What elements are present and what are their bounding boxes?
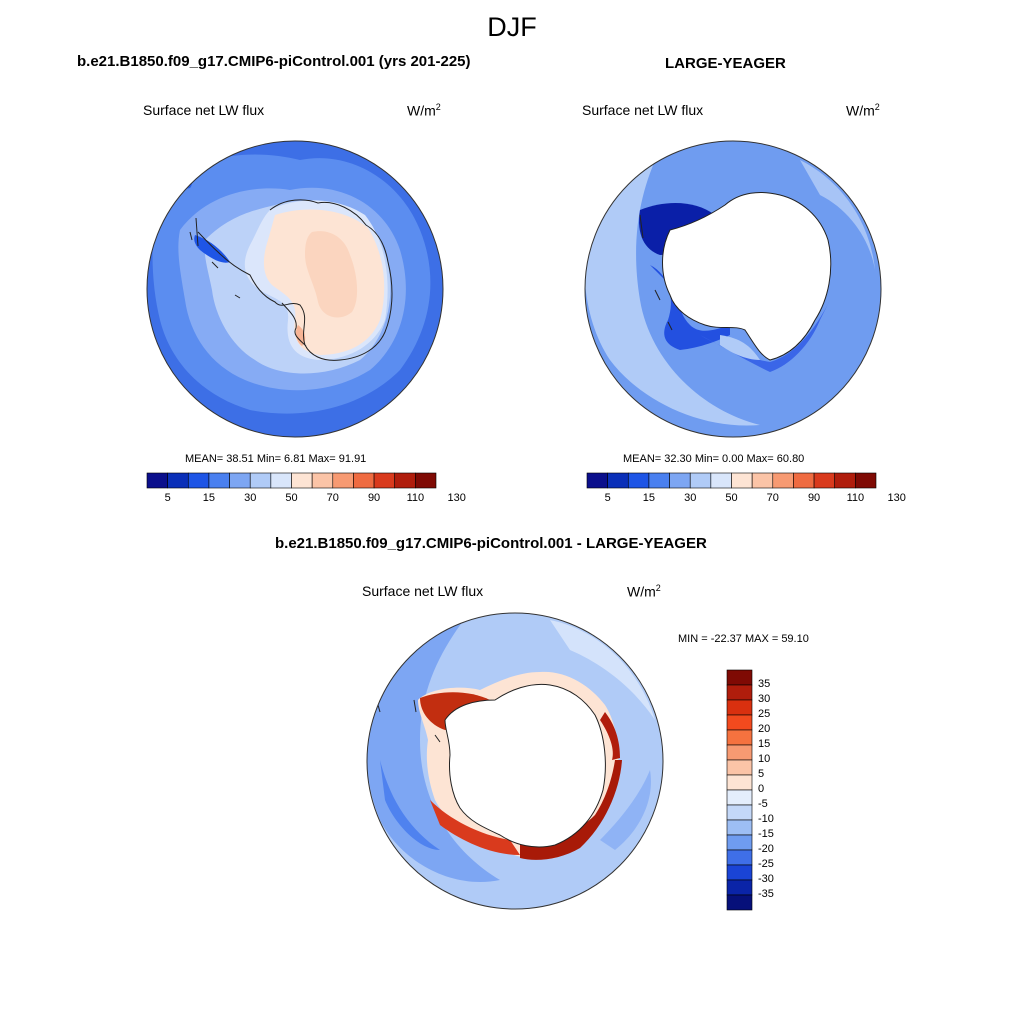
colorbar-tick-label: 15 (642, 492, 656, 504)
colorbar-tick-label: 70 (766, 492, 779, 504)
colorbar-swatch (146, 472, 168, 489)
colorbar-swatch (726, 774, 753, 791)
colorbar-tick-label: 50 (725, 492, 738, 504)
control-stats: MEAN= 38.51 Min= 6.81 Max= 91.91 (185, 453, 367, 465)
colorbar-swatch (813, 472, 836, 489)
colorbar-swatch (648, 472, 670, 489)
obs-panel-title: LARGE-YEAGER (665, 55, 786, 72)
colorbar-swatch (353, 472, 375, 489)
colorbar-tick-label: 90 (367, 492, 381, 504)
colorbar-tick-label: 10 (758, 753, 771, 765)
diff-units-label: W/m2 (627, 583, 661, 600)
colorbar-tick-label: 70 (326, 492, 339, 504)
diff-stats: MIN = -22.37 MAX = 59.10 (678, 633, 809, 645)
colorbar-tick-label: -25 (758, 858, 774, 870)
obs-variable-label: Surface net LW flux (582, 102, 704, 118)
obs-stats: MEAN= 32.30 Min= 0.00 Max= 60.80 (623, 453, 805, 465)
colorbar-swatch (586, 472, 608, 489)
colorbar-swatch (726, 714, 753, 731)
colorbar-swatch (726, 789, 753, 806)
control-variable-label: Surface net LW flux (143, 102, 265, 118)
control-panel-title: b.e21.B1850.f09_g17.CMIP6-piControl.001 … (77, 53, 471, 70)
control-units-label: W/m2 (407, 102, 441, 119)
colorbar-swatch (726, 744, 753, 761)
colorbar-swatch (311, 472, 334, 489)
colorbar-swatch (855, 472, 877, 489)
colorbar-tick-label: 35 (758, 678, 771, 690)
obs-units-label: W/m2 (846, 102, 880, 119)
colorbar-swatch (332, 472, 354, 489)
colorbar-swatch (726, 684, 753, 701)
colorbar-tick-label: 110 (846, 492, 865, 504)
colorbar-tick-label: 0 (758, 783, 765, 795)
colorbar-tick-label: -20 (758, 843, 774, 855)
colorbar-swatch (793, 472, 815, 489)
colorbar-swatch (726, 849, 753, 866)
colorbar-tick-label: 25 (758, 708, 771, 720)
colorbar-tick-label: 130 (887, 492, 906, 504)
diff-map (367, 613, 663, 909)
colorbar-swatch (270, 472, 292, 489)
colorbar-swatch (726, 834, 753, 851)
colorbar-tick-label: 5 (604, 492, 611, 504)
colorbar-swatch (772, 472, 794, 489)
colorbar-tick-label: 110 (406, 492, 425, 504)
colorbar-swatch (394, 472, 416, 489)
colorbar-swatch (167, 472, 189, 489)
colorbar-tick-label: -35 (758, 888, 774, 900)
colorbar-swatch (607, 472, 629, 489)
colorbar-tick-label: -30 (758, 873, 774, 885)
colorbar-swatch (689, 472, 712, 489)
colorbar-swatch (229, 472, 251, 489)
colorbar-tick-label: 30 (684, 492, 697, 504)
colorbar-swatch (249, 472, 272, 489)
colorbar-swatch (627, 472, 650, 489)
obs-colorbar (586, 472, 877, 489)
colorbar-swatch (726, 759, 753, 776)
colorbar-swatch (187, 472, 210, 489)
control-colorbar (146, 472, 437, 489)
colorbar-swatch (726, 864, 753, 881)
colorbar-tick-label: -5 (758, 798, 768, 810)
colorbar-swatch (726, 669, 753, 686)
colorbar-tick-label: 5 (758, 768, 765, 780)
colorbar-tick-label: 15 (758, 738, 771, 750)
main-title: DJF (487, 12, 537, 42)
colorbar-tick-label: 5 (164, 492, 171, 504)
colorbar-tick-label: 130 (447, 492, 466, 504)
colorbar-swatch (669, 472, 691, 489)
colorbar-swatch (208, 472, 230, 489)
colorbar-tick-label: 20 (758, 723, 771, 735)
colorbar-swatch (291, 472, 313, 489)
colorbar-tick-label: -10 (758, 813, 774, 825)
colorbar-swatch (726, 699, 753, 716)
diff-colorbar (726, 669, 753, 911)
colorbar-swatch (731, 472, 753, 489)
diff-variable-label: Surface net LW flux (362, 583, 484, 599)
colorbar-swatch (373, 472, 396, 489)
colorbar-swatch (726, 804, 753, 821)
colorbar-tick-label: 90 (807, 492, 821, 504)
colorbar-tick-label: 50 (285, 492, 298, 504)
colorbar-tick-label: 30 (244, 492, 257, 504)
colorbar-swatch (415, 472, 437, 489)
colorbar-tick-label: 30 (758, 693, 771, 705)
colorbar-swatch (726, 894, 753, 911)
colorbar-tick-label: -15 (758, 828, 774, 840)
diff-panel-title: b.e21.B1850.f09_g17.CMIP6-piControl.001 … (275, 535, 707, 552)
colorbar-tick-label: 15 (202, 492, 216, 504)
colorbar-swatch (834, 472, 856, 489)
colorbar-swatch (726, 879, 753, 896)
colorbar-swatch (710, 472, 732, 489)
colorbar-swatch (726, 819, 753, 836)
colorbar-swatch (751, 472, 774, 489)
control-map (147, 141, 443, 437)
colorbar-swatch (726, 729, 753, 746)
obs-map (585, 141, 881, 437)
